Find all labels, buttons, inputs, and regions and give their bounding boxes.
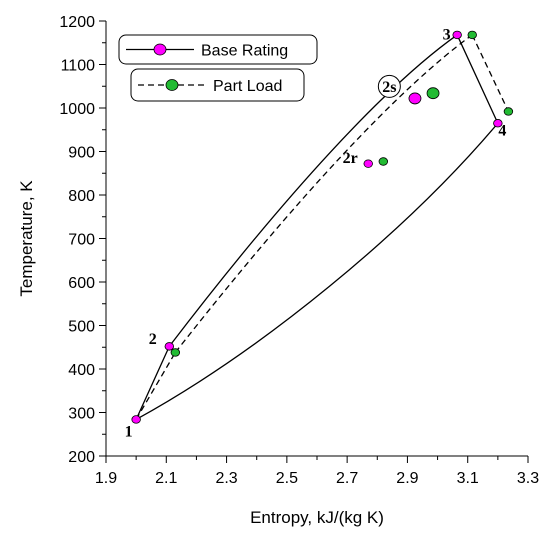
state-label: 2r	[343, 150, 358, 167]
axes: 1.9 2.1 2.3 2.5 2.7 2.9 3.1 3.3 200 300 400 500 600 7…	[59, 14, 539, 487]
y-tick-label: 800	[68, 188, 95, 205]
y-axis-title: Temperature, K	[17, 180, 36, 297]
state-labels: 1 2 2r 2s 3 4	[125, 27, 507, 441]
legend: Base Rating Part Load	[118, 34, 318, 102]
state-label: 4	[498, 122, 506, 139]
y-tick-label: 1100	[61, 58, 96, 75]
x-axis-title: Entropy, kJ/(kg K)	[250, 508, 384, 527]
x-tick-label: 2.9	[396, 470, 418, 487]
y-tick-label: 600	[68, 275, 95, 292]
base-rating-point	[408, 92, 422, 105]
state-label: 2	[149, 331, 157, 348]
legend-marker	[153, 43, 167, 56]
base-rating-point	[164, 342, 175, 351]
base-expansion-line	[456, 34, 499, 124]
part-load-point	[467, 30, 477, 40]
partload-compression-line	[135, 352, 176, 420]
y-tick-label: 500	[68, 319, 95, 336]
y-tick-label: 900	[68, 145, 95, 162]
legend-entry: Base Rating	[201, 43, 288, 60]
base-rating-point	[493, 119, 503, 128]
legend-marker	[165, 79, 179, 91]
legend-box	[130, 68, 305, 102]
x-tick-label: 1.9	[95, 470, 117, 487]
legend-box	[118, 34, 318, 65]
x-tick-label: 2.1	[155, 470, 177, 487]
data-points	[131, 30, 514, 424]
partload-expansion-line	[471, 34, 509, 112]
x-tick-label: 2.5	[276, 470, 298, 487]
part-load-point	[503, 107, 514, 116]
part-load-point	[426, 87, 440, 100]
base-compression-line	[135, 346, 170, 420]
state-label: 1	[125, 423, 133, 440]
x-tick-label: 3.3	[517, 470, 539, 487]
state-label: 3	[443, 27, 451, 44]
y-tick-label: 700	[68, 232, 95, 249]
legend-entry: Part Load	[213, 78, 282, 95]
x-tick-label: 3.1	[457, 470, 479, 487]
cycle-curves	[135, 34, 509, 421]
base-rating-point	[452, 30, 462, 40]
y-tick-label: 300	[68, 406, 95, 423]
x-tick-label: 2.3	[215, 470, 237, 487]
y-tick-label: 400	[68, 362, 95, 379]
y-tick-label: 1000	[59, 101, 95, 118]
y-tick-label: 1200	[59, 14, 95, 31]
base-rating-point	[131, 415, 141, 424]
base-heat-rejection-curve	[135, 122, 499, 421]
x-tick-label: 2.7	[336, 470, 358, 487]
part-load-point	[378, 157, 389, 166]
base-heat-addition-curve	[168, 34, 458, 347]
state-2s-circle	[377, 74, 401, 98]
state-label: 2s	[382, 79, 396, 96]
part-load-point	[170, 348, 181, 357]
y-tick-label: 200	[68, 449, 95, 466]
base-rating-point	[363, 159, 373, 168]
